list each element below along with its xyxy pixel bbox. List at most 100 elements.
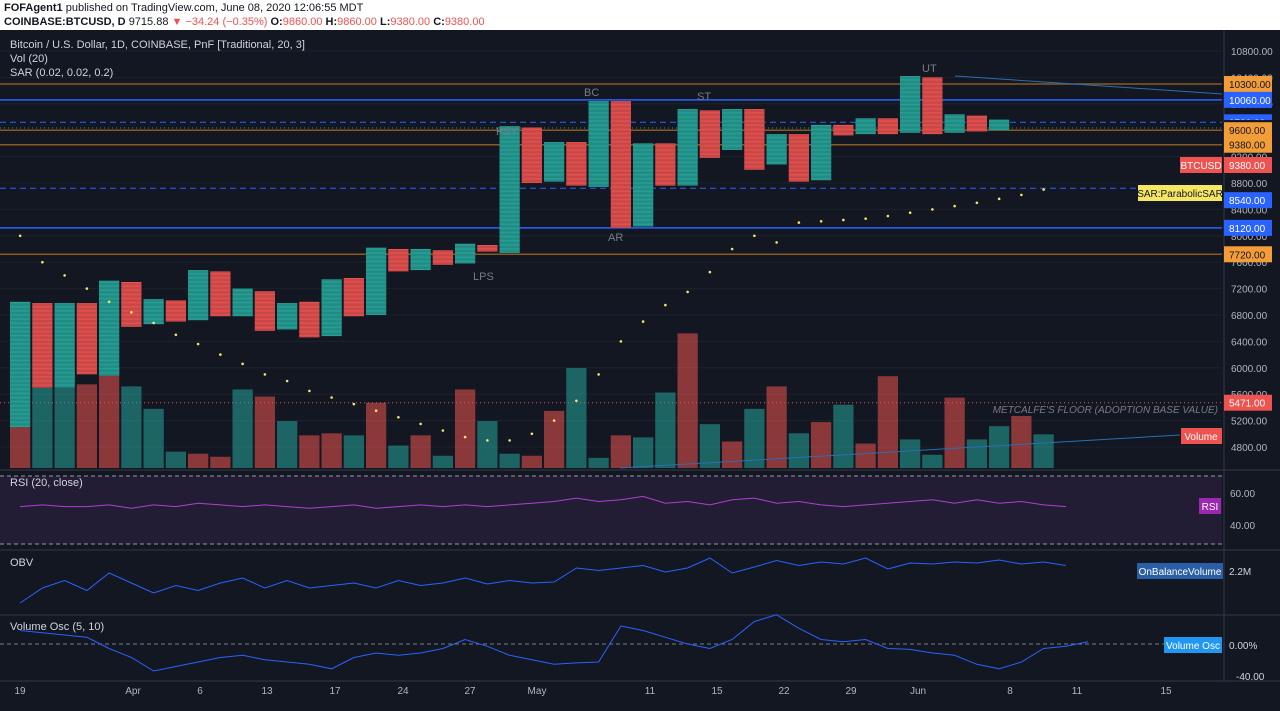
sar-dot <box>619 340 623 343</box>
o-column[interactable] <box>699 110 720 159</box>
column-body <box>366 247 387 315</box>
column-body <box>299 301 320 338</box>
time-tick-15: 15 <box>1160 686 1172 697</box>
x-column[interactable] <box>188 270 209 321</box>
o-column[interactable] <box>343 278 364 317</box>
obv-badge <box>1137 563 1223 579</box>
volume-bar <box>588 457 609 468</box>
btcusd-badge <box>1180 157 1222 173</box>
x-column[interactable] <box>722 109 743 151</box>
publisher-name[interactable]: FOFAgent1 <box>4 2 63 14</box>
o-column[interactable] <box>299 301 320 338</box>
volosc-line[interactable] <box>20 614 1089 672</box>
volume-bar <box>232 389 253 468</box>
sar-dot <box>174 333 178 337</box>
volosc-title: Volume Osc (5, 10) <box>10 621 104 633</box>
level-label-10: 5471.00 <box>1229 399 1266 410</box>
obv-line[interactable] <box>19 557 1066 604</box>
volume-bar <box>766 386 787 468</box>
label-st: ST <box>697 91 711 103</box>
volume-bar <box>655 392 676 468</box>
legend-sar: SAR (0.02, 0.02, 0.2) <box>10 67 113 79</box>
column-body <box>900 76 921 133</box>
o-column[interactable] <box>744 109 765 170</box>
o-column[interactable] <box>877 118 898 135</box>
chart-canvas[interactable]: PSY BC AR ST LPS UT METCALFE'S FLOOR (AD… <box>0 30 1280 711</box>
volume-bar <box>210 456 231 468</box>
level-label-8: 8120.00 <box>1229 224 1266 235</box>
x-column[interactable] <box>544 142 565 182</box>
volume-trendline[interactable] <box>619 434 1181 469</box>
x-column[interactable] <box>944 114 965 134</box>
o-column[interactable] <box>388 249 409 272</box>
x-column[interactable] <box>232 288 253 317</box>
o-column[interactable] <box>76 303 97 375</box>
volume-bars <box>10 333 1054 468</box>
o-column[interactable] <box>165 300 186 322</box>
sar-dot <box>530 432 534 436</box>
x-column[interactable] <box>855 118 876 135</box>
sar-dot <box>419 422 422 426</box>
x-column[interactable] <box>677 109 698 186</box>
level-label-9: 7720.00 <box>1229 250 1266 261</box>
volume-bar <box>299 435 320 468</box>
volume-bar <box>1033 434 1054 468</box>
x-column[interactable] <box>366 247 387 316</box>
resistance-trendline[interactable] <box>954 75 1223 95</box>
o-column[interactable] <box>922 77 943 135</box>
rsi-badge <box>1199 498 1221 514</box>
rsi-line[interactable] <box>20 495 1066 509</box>
x-column[interactable] <box>900 76 921 134</box>
o-column[interactable] <box>566 142 587 186</box>
obv-title: OBV <box>10 557 34 569</box>
volume-bar <box>410 435 431 468</box>
x-column[interactable] <box>410 249 431 271</box>
high-value: 9860.00 <box>337 16 377 28</box>
level-badge-4 <box>1224 122 1272 139</box>
x-column[interactable] <box>455 243 476 264</box>
time-axis[interactable] <box>0 681 1280 711</box>
column-body <box>633 143 654 227</box>
published-text: published on TradingView.com, June 08, 2… <box>65 2 364 14</box>
sar-dot <box>352 402 356 406</box>
x-column[interactable] <box>99 280 120 376</box>
volume-bar <box>722 441 743 468</box>
column-body <box>321 279 342 337</box>
o-column[interactable] <box>477 245 498 252</box>
x-column[interactable] <box>588 101 609 188</box>
x-column[interactable] <box>321 279 342 337</box>
o-column[interactable] <box>254 291 275 332</box>
o-column[interactable] <box>833 124 854 136</box>
x-column[interactable] <box>499 126 520 254</box>
x-column[interactable] <box>633 143 654 227</box>
x-column[interactable] <box>143 299 164 325</box>
rsi-band <box>0 476 1222 544</box>
o-column[interactable] <box>966 115 987 132</box>
x-column[interactable] <box>989 119 1010 131</box>
x-column[interactable] <box>277 303 298 330</box>
label-ut: UT <box>922 63 937 75</box>
o-column[interactable] <box>610 101 631 229</box>
o-column[interactable] <box>210 271 231 317</box>
sar-dot <box>18 234 22 238</box>
volume-badge <box>1181 428 1222 444</box>
sar-dot <box>130 311 133 314</box>
x-column[interactable] <box>10 301 31 428</box>
o-column[interactable] <box>32 303 53 388</box>
o-column[interactable] <box>521 127 542 184</box>
column-body <box>722 109 743 150</box>
volume-bar <box>944 397 965 468</box>
volume-bar <box>811 422 832 468</box>
column-body <box>477 245 498 252</box>
o-column[interactable] <box>121 282 142 328</box>
sar-dot <box>486 439 489 442</box>
x-column[interactable] <box>54 303 75 388</box>
sar-dot <box>263 373 267 376</box>
x-column[interactable] <box>811 124 832 181</box>
sar-dots <box>18 188 1045 442</box>
o-column[interactable] <box>788 134 809 182</box>
o-column[interactable] <box>655 143 676 186</box>
label-psy: PSY <box>496 126 519 138</box>
o-column[interactable] <box>432 250 453 266</box>
x-column[interactable] <box>766 134 787 165</box>
